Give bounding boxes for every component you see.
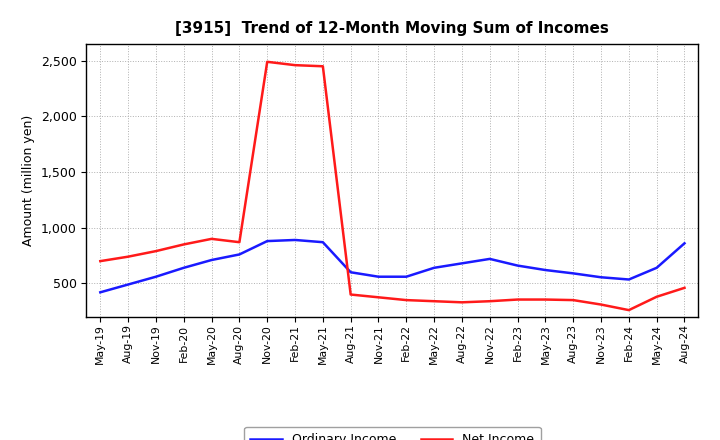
Net Income <box>652 294 661 299</box>
Net Income <box>152 249 161 254</box>
Ordinary Income <box>402 274 410 279</box>
Net Income <box>207 236 216 242</box>
Ordinary Income <box>96 290 104 295</box>
Ordinary Income <box>541 268 550 273</box>
Net Income <box>569 297 577 303</box>
Net Income <box>263 59 271 64</box>
Net Income <box>485 299 494 304</box>
Net Income <box>541 297 550 302</box>
Ordinary Income <box>346 270 355 275</box>
Ordinary Income <box>207 257 216 263</box>
Ordinary Income <box>513 263 522 268</box>
Net Income <box>624 308 633 313</box>
Net Income <box>513 297 522 302</box>
Ordinary Income <box>124 282 132 287</box>
Ordinary Income <box>652 265 661 271</box>
Ordinary Income <box>179 265 188 271</box>
Net Income <box>96 258 104 264</box>
Net Income <box>597 302 606 307</box>
Net Income <box>318 64 327 69</box>
Ordinary Income <box>680 241 689 246</box>
Title: [3915]  Trend of 12-Month Moving Sum of Incomes: [3915] Trend of 12-Month Moving Sum of I… <box>176 21 609 36</box>
Ordinary Income <box>430 265 438 271</box>
Ordinary Income <box>624 277 633 282</box>
Net Income <box>346 292 355 297</box>
Net Income <box>291 62 300 68</box>
Net Income <box>430 299 438 304</box>
Net Income <box>402 297 410 303</box>
Ordinary Income <box>263 238 271 244</box>
Ordinary Income <box>458 261 467 266</box>
Net Income <box>179 242 188 247</box>
Net Income <box>458 300 467 305</box>
Ordinary Income <box>152 274 161 279</box>
Y-axis label: Amount (million yen): Amount (million yen) <box>22 115 35 246</box>
Ordinary Income <box>235 252 243 257</box>
Line: Net Income: Net Income <box>100 62 685 310</box>
Ordinary Income <box>485 256 494 261</box>
Ordinary Income <box>597 275 606 280</box>
Net Income <box>235 239 243 245</box>
Legend: Ordinary Income, Net Income: Ordinary Income, Net Income <box>244 427 541 440</box>
Ordinary Income <box>569 271 577 276</box>
Ordinary Income <box>291 237 300 242</box>
Net Income <box>374 295 383 300</box>
Line: Ordinary Income: Ordinary Income <box>100 240 685 292</box>
Net Income <box>680 285 689 290</box>
Net Income <box>124 254 132 259</box>
Ordinary Income <box>374 274 383 279</box>
Ordinary Income <box>318 239 327 245</box>
